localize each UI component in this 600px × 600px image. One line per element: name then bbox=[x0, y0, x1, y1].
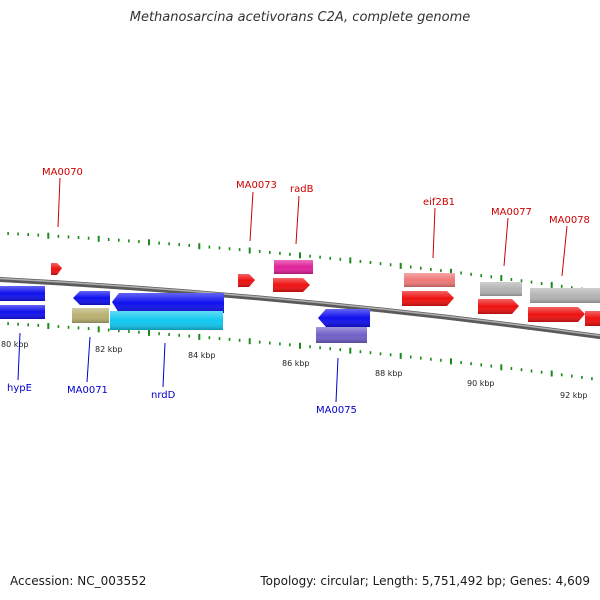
page-title: Methanosarcina acetivorans C2A, complete… bbox=[129, 10, 471, 25]
label-eif2b1: eif2B1 bbox=[423, 197, 455, 208]
label-radb: radB bbox=[290, 184, 314, 195]
gene-ma0077-upper[interactable] bbox=[480, 282, 522, 296]
scale-ticks-top bbox=[7, 232, 593, 292]
gene-hype-upper[interactable] bbox=[0, 286, 45, 301]
scale-label-92kbp: 92 kbp bbox=[560, 391, 588, 400]
label-ma0075: MA0075 bbox=[316, 405, 357, 416]
gene-eif2b1-upper[interactable] bbox=[404, 273, 455, 287]
scale-label-80kbp: 80 kbp bbox=[1, 340, 29, 349]
label-ma0073: MA0073 bbox=[236, 180, 277, 191]
scale-label-86kbp: 86 kbp bbox=[282, 359, 310, 368]
scale-ticks-bottom bbox=[7, 322, 593, 381]
accession-text: Accession: NC_003552 bbox=[10, 574, 147, 588]
gene-ma0071-upper[interactable] bbox=[73, 291, 110, 305]
label-hype: hypE bbox=[7, 383, 32, 394]
label-nrdd: nrdD bbox=[151, 390, 176, 401]
gene-radb[interactable] bbox=[273, 278, 310, 292]
scale-label-82kbp: 82 kbp bbox=[95, 345, 123, 354]
genome-backbone-highlight bbox=[0, 277, 600, 337]
label-leaders bbox=[17, 177, 568, 403]
gene-ma0071[interactable] bbox=[72, 308, 109, 323]
gene-ma0073[interactable] bbox=[238, 274, 255, 287]
genome-summary-text: Topology: circular; Length: 5,751,492 bp… bbox=[260, 574, 590, 588]
gene-ma0077[interactable] bbox=[478, 299, 519, 314]
gene-nrdd-upper[interactable] bbox=[112, 293, 224, 313]
gene-nrdd[interactable] bbox=[110, 311, 223, 330]
scale-label-84kbp: 84 kbp bbox=[188, 351, 216, 360]
gene-ma0078-upper[interactable] bbox=[530, 288, 600, 303]
label-ma0071: MA0071 bbox=[67, 385, 108, 396]
scale-label-90kbp: 90 kbp bbox=[467, 379, 495, 388]
gene-radb-upper[interactable] bbox=[274, 260, 313, 274]
label-ma0077: MA0077 bbox=[491, 207, 532, 218]
genome-backbone bbox=[0, 277, 600, 340]
gene-ma0075-upper[interactable] bbox=[318, 309, 370, 327]
gene-ma0078[interactable] bbox=[528, 307, 600, 326]
gene-ma0070[interactable] bbox=[51, 263, 62, 275]
gene-hype[interactable] bbox=[0, 305, 45, 319]
label-ma0070: MA0070 bbox=[42, 167, 83, 178]
label-ma0078: MA0078 bbox=[549, 215, 590, 226]
gene-ma0075[interactable] bbox=[316, 327, 367, 343]
gene-eif2b1[interactable] bbox=[402, 291, 454, 306]
scale-label-88kbp: 88 kbp bbox=[375, 369, 403, 378]
